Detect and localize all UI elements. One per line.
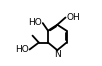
Text: HO: HO — [28, 18, 42, 27]
Text: HO: HO — [15, 45, 29, 54]
Text: OH: OH — [67, 13, 80, 22]
Text: N: N — [54, 50, 61, 59]
